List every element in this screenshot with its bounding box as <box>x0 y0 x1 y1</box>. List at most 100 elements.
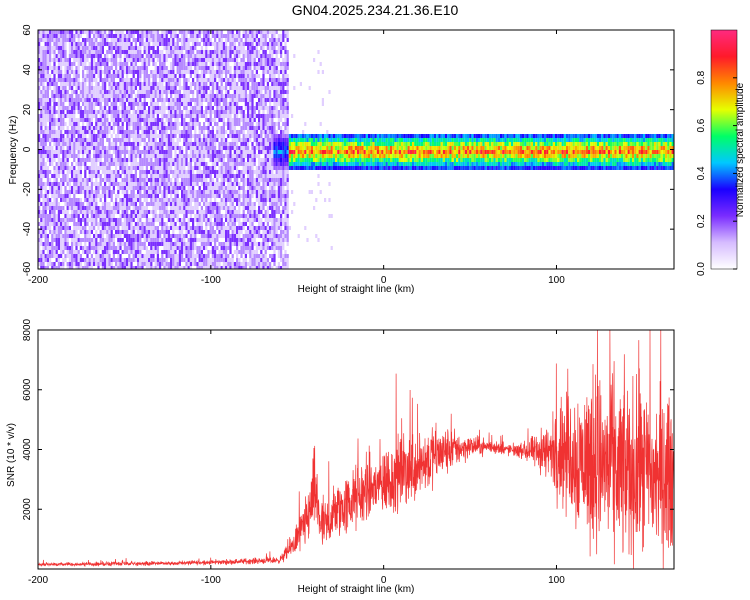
spectrogram-cell <box>95 142 98 146</box>
spectrogram-cell <box>42 174 45 178</box>
spectrogram-cell <box>42 94 45 98</box>
spectrogram-cell <box>238 194 241 198</box>
spectrogram-cell <box>66 158 69 162</box>
spectrogram-cell <box>189 130 192 134</box>
spectrogram-cell <box>174 190 177 194</box>
spectrogram-cell <box>148 250 151 254</box>
spectrogram-cell <box>141 206 144 210</box>
spectrogram-cell <box>233 54 236 58</box>
spectrogram-cell <box>203 266 206 269</box>
spectrogram-cell <box>187 186 190 190</box>
spectrogram-cell <box>176 198 179 202</box>
spectrogram-cell <box>128 182 131 186</box>
spectrogram-cell <box>86 138 89 142</box>
spectrogram-cell <box>42 206 45 210</box>
spectrogram-cell <box>240 250 243 254</box>
spectrogram-cell <box>167 110 170 114</box>
spectrogram-cell <box>183 130 186 134</box>
spectrogram-cell <box>57 46 60 50</box>
spectrogram-cell <box>152 222 155 226</box>
spectrogram-cell <box>185 222 188 226</box>
spectrogram-cell <box>189 258 192 262</box>
spectrogram-cell <box>84 250 87 254</box>
spectrogram-cell <box>205 114 208 118</box>
spectrogram-cell <box>62 58 65 62</box>
spectrogram-cell <box>163 190 166 194</box>
spectrogram-cell <box>86 182 89 186</box>
spectrogram-cell <box>139 66 142 70</box>
spectrogram-cell <box>196 34 199 38</box>
spectrogram-cell <box>46 82 49 86</box>
spectrogram-cell <box>152 210 155 214</box>
spectrogram-cell <box>121 170 124 174</box>
spectrogram-cell <box>53 54 56 58</box>
spectrogram-cell <box>82 230 85 234</box>
spectrogram-cell <box>57 234 60 238</box>
spectrogram-cell <box>90 50 93 54</box>
spectrogram-cell <box>154 102 157 106</box>
spectrogram-cell <box>150 110 153 114</box>
spectrogram-cell <box>242 202 245 206</box>
spectrogram-cell <box>101 42 104 46</box>
spectrogram-cell <box>99 98 102 102</box>
spectrogram-cell <box>209 150 212 154</box>
spectrogram-cell <box>187 170 190 174</box>
spectrogram-cell <box>134 238 137 242</box>
spectrogram-cell <box>106 146 109 150</box>
spectrogram-cell <box>244 50 247 54</box>
spectrogram-cell <box>244 218 247 222</box>
spectrogram-cell <box>40 146 43 150</box>
spectrogram-cell <box>238 146 241 150</box>
spectrogram-cell <box>101 86 104 90</box>
spectrogram-cell <box>205 98 208 102</box>
spectrogram-cell <box>218 262 221 266</box>
spectrogram-cell <box>216 34 219 38</box>
spectrogram-cell <box>150 158 153 162</box>
spectrogram-cell <box>51 106 54 110</box>
spectrogram-cell <box>189 238 192 242</box>
spectrogram-cell <box>229 78 232 82</box>
spectrogram-cell <box>198 142 201 146</box>
spectrogram-cell <box>220 126 223 130</box>
spectrogram-cell <box>203 126 206 130</box>
spectrogram-cell <box>126 218 129 222</box>
spectrogram-cell <box>185 122 188 126</box>
spectrogram-cell <box>207 230 210 234</box>
spectrogram-cell <box>106 138 109 142</box>
spectrogram-cell <box>170 82 173 86</box>
spectrogram-cell <box>49 186 52 190</box>
spectrogram-cell <box>189 214 192 218</box>
spectrogram-cell <box>244 70 247 74</box>
spectrogram-cell <box>42 98 45 102</box>
spectrogram-cell <box>214 194 217 198</box>
spectrogram-cell <box>170 250 173 254</box>
spectrogram-cell <box>194 230 197 234</box>
spectrogram-cell <box>233 226 236 230</box>
spectrogram-cell <box>60 238 63 242</box>
spectrogram-cell <box>227 106 230 110</box>
spectrogram-cell <box>214 34 217 38</box>
spectrogram-cell <box>49 230 52 234</box>
spectrogram-cell <box>57 222 60 226</box>
spectrogram-cell <box>141 38 144 42</box>
spectrogram-cell <box>53 126 56 130</box>
spectrogram-cell <box>203 194 206 198</box>
spectrogram-cell <box>185 46 188 50</box>
spectrogram-cell <box>71 202 74 206</box>
spectrogram-cell <box>88 226 91 230</box>
spectrogram-cell <box>77 174 80 178</box>
spectrogram-cell <box>44 214 47 218</box>
spectrogram-cell <box>42 34 45 38</box>
spectrogram-cell <box>137 66 140 70</box>
spectrogram-cell <box>220 202 223 206</box>
spectrogram-cell <box>137 242 140 246</box>
spectrogram-cell <box>86 30 89 34</box>
spectrogram-cell <box>172 210 175 214</box>
spectrogram-cell <box>222 254 225 258</box>
spectrogram-cell <box>216 114 219 118</box>
spectrogram-cell <box>198 170 201 174</box>
spectrogram-cell <box>57 74 60 78</box>
spectrogram-cell <box>183 82 186 86</box>
spectrogram-cell <box>128 206 131 210</box>
spectrogram-cell <box>165 266 168 269</box>
